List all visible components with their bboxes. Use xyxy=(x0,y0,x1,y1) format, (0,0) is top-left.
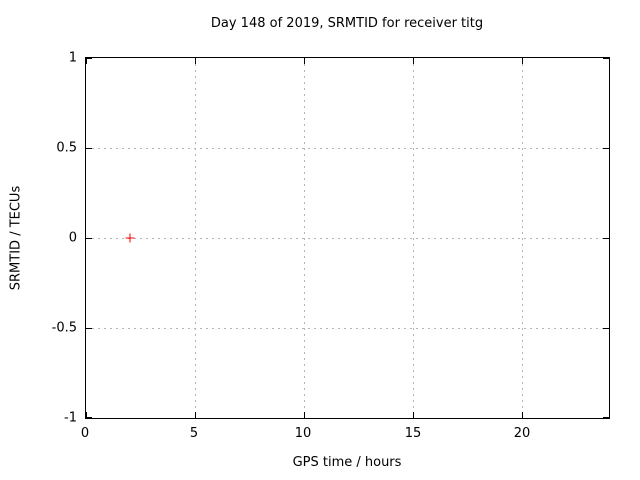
gridline-vertical-15 xyxy=(412,58,414,418)
plus-marker-vertical-stroke xyxy=(129,233,131,243)
x-tick-label: 15 xyxy=(404,426,422,441)
x-tick-label: 0 xyxy=(80,426,90,441)
y-tick-label: 0 xyxy=(68,230,77,246)
y-tick-mark-mirror xyxy=(603,417,609,418)
y-tick-mark xyxy=(86,328,92,329)
x-tick-label: 20 xyxy=(513,426,531,441)
y-tick-mark xyxy=(86,238,92,239)
chart-title: Day 148 of 2019, SRMTID for receiver tit… xyxy=(210,16,484,31)
x-axis-label: GPS time / hours xyxy=(292,455,402,470)
y-tick-mark xyxy=(86,58,92,59)
y-tick-label: -1 xyxy=(64,410,77,426)
gridline-vertical-5 xyxy=(194,58,196,418)
gridline-vertical-20 xyxy=(521,58,523,418)
y-tick-label: 1 xyxy=(68,50,77,66)
y-tick-label: 0.5 xyxy=(56,140,77,156)
gridline-horizontal-0.5 xyxy=(86,148,609,149)
y-tick-mark xyxy=(86,417,92,418)
y-tick-label: -0.5 xyxy=(51,320,77,336)
y-tick-mark-mirror xyxy=(603,238,609,239)
x-tick-mark xyxy=(86,412,87,418)
x-tick-mark xyxy=(303,412,305,418)
x-tick-mark-mirror xyxy=(412,58,414,64)
x-tick-mark-mirror xyxy=(521,58,523,64)
y-tick-mark-mirror xyxy=(603,328,609,329)
y-tick-mark xyxy=(86,148,92,149)
plot-area xyxy=(85,57,610,419)
x-tick-mark-mirror xyxy=(86,58,87,64)
gridline-horizontal--0.5 xyxy=(86,328,609,329)
x-tick-mark xyxy=(194,412,196,418)
x-tick-label: 5 xyxy=(189,426,199,441)
gridline-vertical-10 xyxy=(303,58,305,418)
x-tick-mark xyxy=(521,412,523,418)
x-tick-mark-mirror xyxy=(194,58,196,64)
x-tick-mark-mirror xyxy=(303,58,305,64)
x-tick-mark xyxy=(412,412,414,418)
x-tick-label: 10 xyxy=(294,426,312,441)
y-tick-mark-mirror xyxy=(603,148,609,149)
y-tick-mark-mirror xyxy=(603,58,609,59)
gridline-horizontal-0 xyxy=(86,238,609,239)
data-point-marker xyxy=(125,233,135,243)
